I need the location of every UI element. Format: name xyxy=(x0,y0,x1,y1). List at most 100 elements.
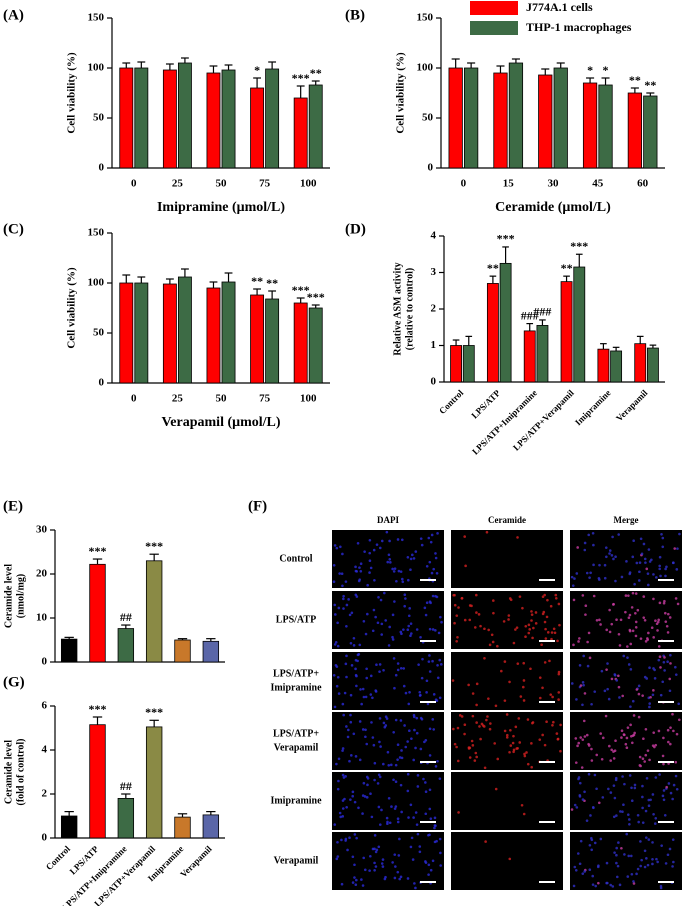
cell-dot xyxy=(362,619,366,623)
cell-dot xyxy=(531,636,534,640)
cell-dot xyxy=(557,698,560,701)
cell-dot xyxy=(589,571,592,575)
cell-dot xyxy=(395,579,398,583)
x-tick-label: 50 xyxy=(216,393,228,405)
cell-dot xyxy=(585,733,589,737)
cell-dot xyxy=(551,695,554,699)
cell-dot xyxy=(631,699,635,703)
micrograph-bg xyxy=(570,712,682,770)
cell-dot xyxy=(425,601,429,605)
bar xyxy=(89,724,106,839)
annotation: ** xyxy=(561,261,573,275)
cell-dot xyxy=(406,578,410,582)
cell-dot xyxy=(664,611,667,615)
cell-dot xyxy=(417,663,420,666)
cell-dot xyxy=(593,773,597,777)
cell-dot xyxy=(612,557,615,561)
bar xyxy=(493,72,508,169)
cell-dot xyxy=(574,868,578,872)
cell-dot xyxy=(651,744,655,747)
cell-dot xyxy=(605,881,608,885)
annotation: *** xyxy=(292,283,310,297)
cell-dot xyxy=(557,691,561,694)
cell-dot xyxy=(437,631,441,635)
cell-dot xyxy=(575,572,579,575)
cell-dot xyxy=(557,670,561,674)
bar xyxy=(202,640,220,663)
cell-dot xyxy=(628,822,631,826)
cell-dot xyxy=(353,863,356,867)
cell-dot xyxy=(541,595,545,599)
cell-dot xyxy=(591,883,595,886)
bar xyxy=(162,69,177,169)
cell-dot xyxy=(642,737,645,740)
cell-dot xyxy=(426,702,430,706)
cell-dot xyxy=(341,807,345,810)
cell-dot xyxy=(373,761,377,765)
cell-dot xyxy=(409,622,413,625)
cell-dot xyxy=(473,626,477,629)
cell-dot xyxy=(593,690,597,693)
cell-dot xyxy=(661,545,665,549)
panel-label: (B) xyxy=(345,7,365,23)
cell-dot xyxy=(351,790,355,794)
cell-dot xyxy=(333,823,337,826)
cell-dot xyxy=(545,615,549,619)
cell-dot xyxy=(514,725,518,729)
cell-dot xyxy=(494,704,498,708)
cell-dot xyxy=(578,795,582,798)
cell-dot xyxy=(612,784,616,787)
cell-dot xyxy=(643,865,647,869)
cell-dot xyxy=(373,847,376,851)
cell-dot xyxy=(540,643,543,647)
cell-dot xyxy=(399,666,403,670)
cell-dot xyxy=(608,630,612,634)
cell-dot xyxy=(523,752,526,756)
cell-dot xyxy=(427,660,431,663)
cell-dot xyxy=(588,843,592,847)
cell-dot xyxy=(637,579,641,582)
cell-dot xyxy=(380,808,383,812)
cell-dot xyxy=(631,629,635,633)
cell-dot xyxy=(424,790,428,793)
cell-dot xyxy=(630,854,633,858)
cell-dot xyxy=(646,583,650,587)
cell-dot xyxy=(409,845,413,849)
cell-dot xyxy=(612,602,615,606)
cell-dot xyxy=(627,594,630,597)
row-label: LPS/ATP+ xyxy=(273,668,319,679)
cell-dot xyxy=(586,640,589,644)
cell-dot xyxy=(631,591,635,595)
cell-dot xyxy=(645,776,649,780)
y-tick-label: 0 xyxy=(431,376,437,388)
cell-dot xyxy=(543,661,547,664)
cell-dot xyxy=(619,618,623,622)
cell-dot xyxy=(380,622,384,626)
cell-dot xyxy=(662,762,665,766)
x-tick-label: Verapamil xyxy=(614,387,650,423)
y-tick-label: 20 xyxy=(36,568,48,580)
y-tick-label: 3 xyxy=(431,266,437,278)
bar xyxy=(610,350,623,383)
cell-dot xyxy=(664,620,668,623)
cell-dot xyxy=(401,580,405,584)
cell-dot xyxy=(453,621,456,625)
cell-dot xyxy=(636,813,640,817)
cell-dot xyxy=(373,861,376,865)
cell-dot xyxy=(360,702,363,706)
cell-dot xyxy=(640,858,643,862)
cell-dot xyxy=(631,555,635,559)
cell-dot xyxy=(399,719,403,722)
cell-dot xyxy=(394,805,398,808)
cell-dot xyxy=(643,675,647,679)
cell-dot xyxy=(428,654,431,657)
cell-dot xyxy=(669,662,672,665)
cell-dot xyxy=(453,603,457,607)
cell-dot xyxy=(503,729,507,733)
cell-dot xyxy=(452,727,455,731)
cell-dot xyxy=(577,640,580,643)
y-tick-label: 100 xyxy=(88,62,105,74)
cell-dot xyxy=(336,840,339,844)
cell-dot xyxy=(393,567,397,570)
cell-dot xyxy=(353,876,356,879)
